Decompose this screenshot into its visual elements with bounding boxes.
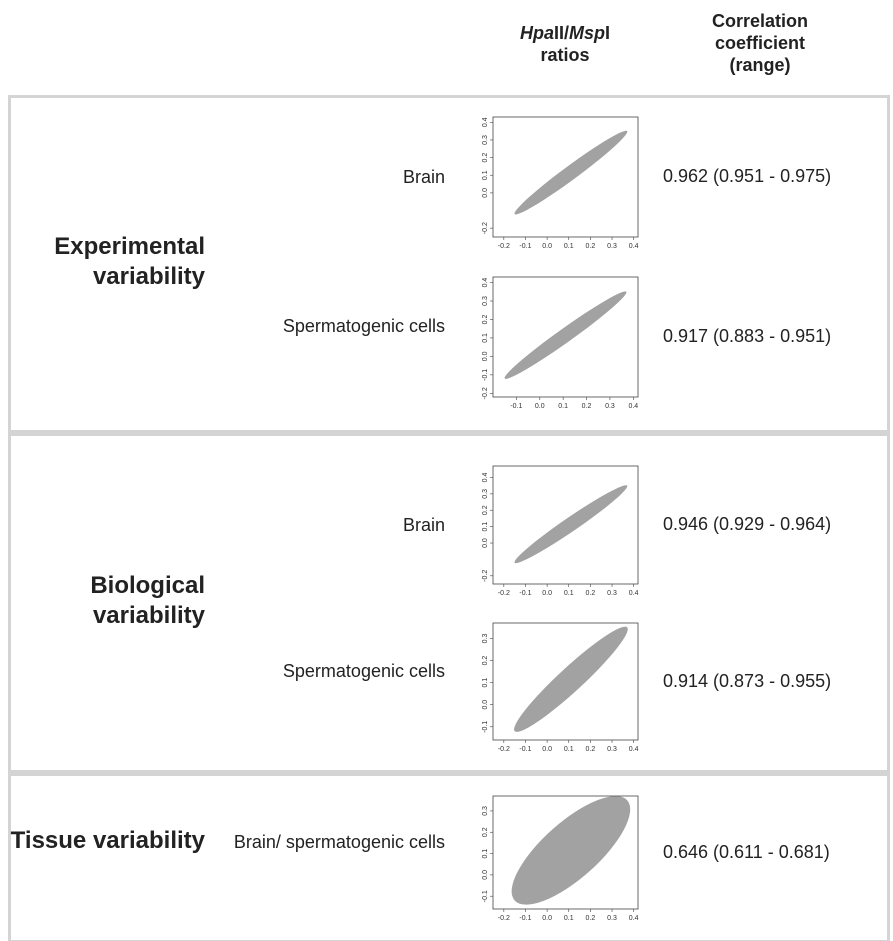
y-tick-label: 0.0 xyxy=(482,351,489,361)
x-tick-label: -0.1 xyxy=(519,915,531,922)
y-tick-label: 0.0 xyxy=(482,188,489,198)
correlation-value: 0.646 (0.611 - 0.681) xyxy=(663,841,830,862)
y-tick-label: 0.1 xyxy=(482,333,489,343)
y-tick-label: 0.0 xyxy=(482,870,489,880)
x-tick-label: 0.1 xyxy=(564,915,574,922)
x-tick-label: 0.0 xyxy=(542,243,552,250)
point-cloud xyxy=(511,796,631,905)
correlation-header: Correlation coefficient (range) xyxy=(711,11,808,75)
y-tick-label: 0.2 xyxy=(482,153,489,163)
y-tick-label: 0.3 xyxy=(482,806,489,816)
x-tick-label: -0.2 xyxy=(498,590,510,597)
point-cloud xyxy=(514,485,628,564)
y-tick-label: 0.1 xyxy=(482,522,489,532)
group-box xyxy=(8,433,890,773)
sample-label: Brain xyxy=(402,167,445,187)
x-tick-label: 0.1 xyxy=(564,746,574,753)
x-tick-label: 0.0 xyxy=(535,403,545,410)
x-tick-label: 0.4 xyxy=(629,746,639,753)
y-tick-label: -0.1 xyxy=(482,890,489,902)
header-part: Msp xyxy=(569,23,605,43)
y-tick-label: 0.4 xyxy=(482,117,489,127)
x-tick-label: -0.1 xyxy=(519,243,531,250)
x-tick-label: 0.1 xyxy=(564,590,574,597)
x-tick-label: 0.1 xyxy=(558,403,568,410)
group-label: Tissue variability xyxy=(10,827,205,854)
group-label: Biological variability xyxy=(90,572,205,629)
y-tick-label: 0.0 xyxy=(482,538,489,548)
y-tick-label: 0.2 xyxy=(482,314,489,324)
point-cloud xyxy=(514,626,628,732)
y-tick-label: -0.1 xyxy=(482,721,489,733)
y-tick-label: -0.2 xyxy=(482,570,489,582)
x-tick-label: 0.3 xyxy=(607,746,617,753)
y-tick-label: 0.3 xyxy=(482,489,489,499)
point-cloud xyxy=(504,291,627,379)
x-tick-label: 0.3 xyxy=(605,403,615,410)
header-part: I xyxy=(605,23,611,43)
sample-label: Spermatogenic cells xyxy=(282,316,445,336)
x-tick-label: -0.2 xyxy=(498,243,510,250)
y-tick-label: 0.4 xyxy=(482,278,489,288)
y-tick-label: -0.1 xyxy=(482,369,489,381)
y-tick-label: 0.0 xyxy=(482,700,489,710)
x-tick-label: 0.2 xyxy=(586,590,596,597)
x-tick-label: 0.0 xyxy=(542,590,552,597)
header-part: ratios xyxy=(540,45,590,65)
group-box xyxy=(8,95,890,433)
x-tick-label: 0.4 xyxy=(629,915,639,922)
y-tick-label: 0.3 xyxy=(482,633,489,643)
x-tick-label: 0.2 xyxy=(582,403,592,410)
x-tick-label: 0.2 xyxy=(586,746,596,753)
sample-label: Spermatogenic cells xyxy=(282,660,445,681)
correlation-value: 0.946 (0.929 - 0.964) xyxy=(663,514,832,534)
x-tick-label: 0.4 xyxy=(629,590,639,597)
sample-label: Brain/ spermatogenic cells xyxy=(233,831,445,852)
x-tick-label: 0.0 xyxy=(542,746,552,753)
x-tick-label: 0.4 xyxy=(629,243,639,250)
y-tick-label: 0.4 xyxy=(482,473,489,483)
point-cloud xyxy=(514,130,628,215)
correlation-value: 0.917 (0.883 - 0.951) xyxy=(663,326,832,346)
y-tick-label: 0.1 xyxy=(482,849,489,859)
y-tick-label: 0.2 xyxy=(482,827,489,837)
ratios-header: HpaII/MspI ratios xyxy=(490,22,640,66)
x-tick-label: -0.1 xyxy=(519,746,531,753)
y-tick-label: 0.1 xyxy=(482,170,489,180)
x-tick-label: 0.4 xyxy=(628,403,638,410)
x-tick-label: 0.3 xyxy=(607,590,617,597)
correlation-value: 0.962 (0.951 - 0.975) xyxy=(663,166,832,186)
x-tick-label: 0.3 xyxy=(607,915,617,922)
group-label: Experimental variability xyxy=(54,233,205,290)
x-tick-label: 0.2 xyxy=(586,915,596,922)
y-tick-label: 0.3 xyxy=(482,135,489,145)
y-tick-label: 0.2 xyxy=(482,656,489,666)
x-tick-label: 0.1 xyxy=(564,243,574,250)
x-tick-label: -0.2 xyxy=(498,746,510,753)
y-tick-label: -0.2 xyxy=(482,387,489,399)
y-tick-label: 0.3 xyxy=(482,296,489,306)
sample-label: Brain xyxy=(402,515,445,535)
correlation-value: 0.914 (0.873 - 0.955) xyxy=(663,670,832,691)
x-tick-label: -0.1 xyxy=(510,403,522,410)
x-tick-label: 0.0 xyxy=(542,915,552,922)
y-tick-label: 0.1 xyxy=(482,678,489,688)
x-tick-label: -0.1 xyxy=(519,590,531,597)
header-part: II/ xyxy=(553,23,569,43)
y-tick-label: -0.2 xyxy=(482,222,489,234)
y-tick-label: 0.2 xyxy=(482,505,489,515)
header-part: Hpa xyxy=(519,23,554,43)
x-tick-label: 0.3 xyxy=(607,243,617,250)
x-tick-label: 0.2 xyxy=(586,243,596,250)
x-tick-label: -0.2 xyxy=(498,915,510,922)
